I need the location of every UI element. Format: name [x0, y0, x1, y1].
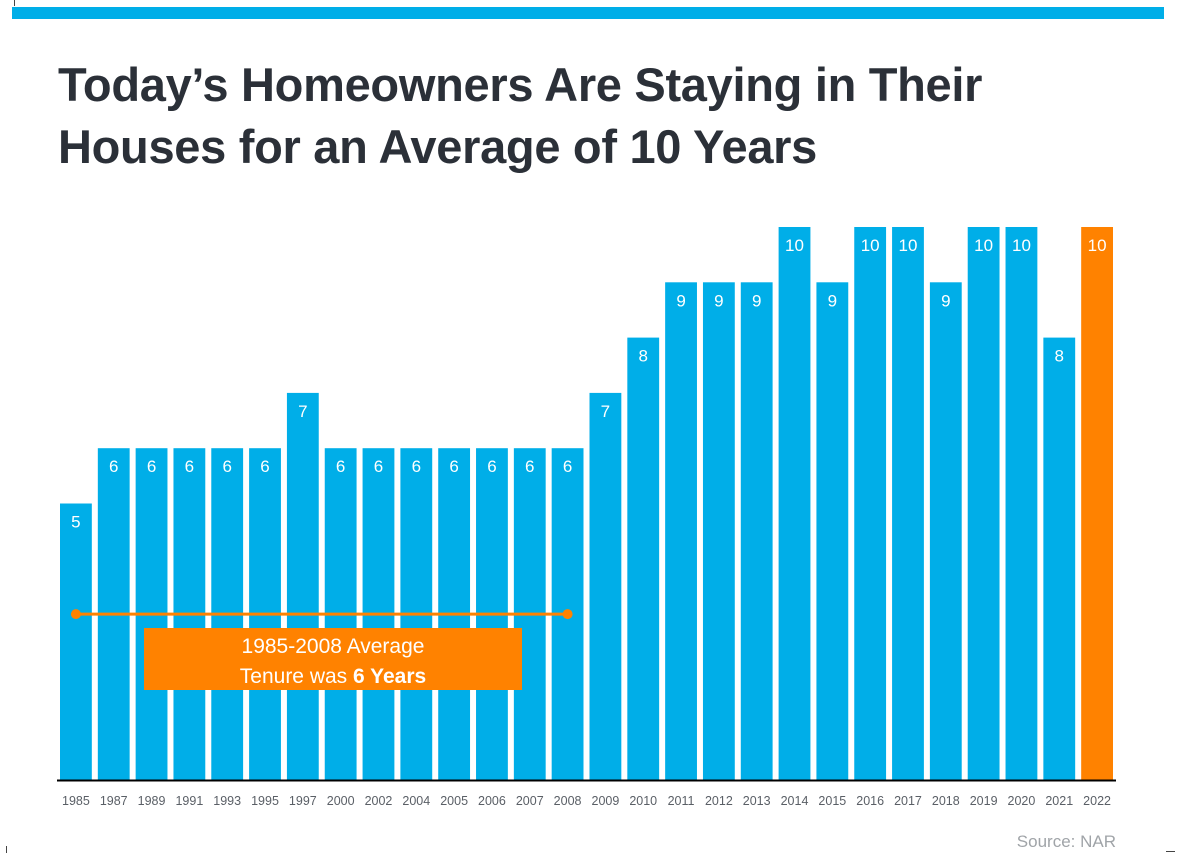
x-tick-label-2011: 2011 — [668, 794, 695, 808]
data-label-2002: 6 — [374, 457, 383, 476]
corner-mark-bottom-right — [1166, 851, 1175, 852]
bar-2013 — [740, 282, 773, 780]
bar-2022 — [1081, 227, 1113, 780]
data-label-2020: 10 — [1012, 236, 1031, 255]
x-tick-label-2017: 2017 — [894, 794, 922, 808]
x-tick-label-2021: 2021 — [1045, 794, 1073, 808]
x-tick-label-2015: 2015 — [818, 794, 846, 808]
data-label-2000: 6 — [336, 457, 345, 476]
x-tick-label-2016: 2016 — [856, 794, 884, 808]
data-label-2016: 10 — [861, 236, 880, 255]
data-label-1989: 6 — [147, 457, 156, 476]
bar-2009 — [589, 392, 622, 780]
bar-2020 — [1005, 227, 1038, 780]
x-tick-label-2018: 2018 — [932, 794, 960, 808]
data-label-2009: 7 — [601, 402, 610, 421]
data-label-2006: 6 — [487, 457, 496, 476]
x-tick-label-2007: 2007 — [516, 794, 544, 808]
average-callout-line-2: Tenure was 6 Years — [240, 665, 426, 688]
bar-2019 — [967, 227, 1000, 780]
chart-title-line-2: Houses for an Average of 10 Years — [58, 120, 817, 173]
bar-1985 — [60, 503, 92, 780]
bar-2018 — [929, 282, 962, 780]
bar-2021 — [1043, 337, 1076, 780]
bar-2016 — [854, 227, 887, 780]
top-accent-bar — [12, 7, 1164, 19]
bar-2011 — [665, 282, 697, 780]
data-label-1993: 6 — [222, 457, 231, 476]
average-callout-box — [144, 628, 522, 690]
x-tick-label-1991: 1991 — [175, 794, 203, 808]
x-tick-label-2010: 2010 — [629, 794, 657, 808]
chart-title-line-1: Today’s Homeowners Are Staying in Their — [58, 58, 983, 111]
x-tick-label-2022: 2022 — [1083, 794, 1111, 808]
data-label-2005: 6 — [449, 457, 458, 476]
data-label-1987: 6 — [109, 457, 118, 476]
bar-2017 — [892, 227, 924, 780]
x-tick-label-2020: 2020 — [1008, 794, 1036, 808]
data-label-1985: 5 — [71, 513, 80, 532]
data-label-2019: 10 — [974, 236, 993, 255]
average-line-end-dot — [562, 609, 573, 620]
x-tick-label-2008: 2008 — [554, 794, 582, 808]
x-tick-label-1995: 1995 — [251, 794, 279, 808]
data-label-2010: 8 — [638, 347, 647, 366]
source-note: Source: NAR — [1016, 832, 1116, 851]
x-tick-label-2014: 2014 — [781, 794, 809, 808]
x-tick-label-1993: 1993 — [213, 794, 241, 808]
x-tick-label-2013: 2013 — [743, 794, 771, 808]
data-label-1991: 6 — [185, 457, 194, 476]
bar-2012 — [702, 282, 735, 780]
data-label-2022: 10 — [1088, 236, 1107, 255]
data-label-2017: 10 — [899, 236, 918, 255]
corner-mark-bottom-left — [6, 846, 7, 853]
data-label-2013: 9 — [752, 291, 761, 310]
data-label-2011: 9 — [676, 291, 685, 310]
corner-mark-top-left — [14, 0, 15, 6]
bar-2010 — [627, 337, 660, 780]
average-callout-line-1: 1985-2008 Average — [242, 635, 425, 658]
data-label-2021: 8 — [1055, 347, 1064, 366]
data-label-2008: 6 — [563, 457, 572, 476]
x-tick-label-2005: 2005 — [440, 794, 468, 808]
x-tick-label-2000: 2000 — [327, 794, 355, 808]
data-label-2014: 10 — [785, 236, 804, 255]
x-tick-label-1997: 1997 — [289, 794, 317, 808]
x-tick-label-1987: 1987 — [100, 794, 128, 808]
x-tick-label-2006: 2006 — [478, 794, 506, 808]
x-tick-label-2002: 2002 — [365, 794, 393, 808]
x-tick-label-2019: 2019 — [970, 794, 998, 808]
data-label-2007: 6 — [525, 457, 534, 476]
bar-2014 — [778, 227, 811, 780]
x-tick-label-2009: 2009 — [592, 794, 620, 808]
data-label-2012: 9 — [714, 291, 723, 310]
data-label-1997: 7 — [298, 402, 307, 421]
chart-title: Today’s Homeowners Are Staying in Their … — [58, 54, 1148, 178]
x-tick-label-1989: 1989 — [138, 794, 166, 808]
data-label-2004: 6 — [412, 457, 421, 476]
data-label-2018: 9 — [941, 291, 950, 310]
average-line-start-dot — [70, 609, 81, 620]
data-label-2015: 9 — [828, 291, 837, 310]
data-label-1995: 6 — [260, 457, 269, 476]
x-tick-label-1985: 1985 — [62, 794, 90, 808]
x-tick-label-2004: 2004 — [402, 794, 430, 808]
x-tick-label-2012: 2012 — [705, 794, 733, 808]
bar-2015 — [816, 282, 849, 780]
bar-1997 — [286, 392, 319, 780]
